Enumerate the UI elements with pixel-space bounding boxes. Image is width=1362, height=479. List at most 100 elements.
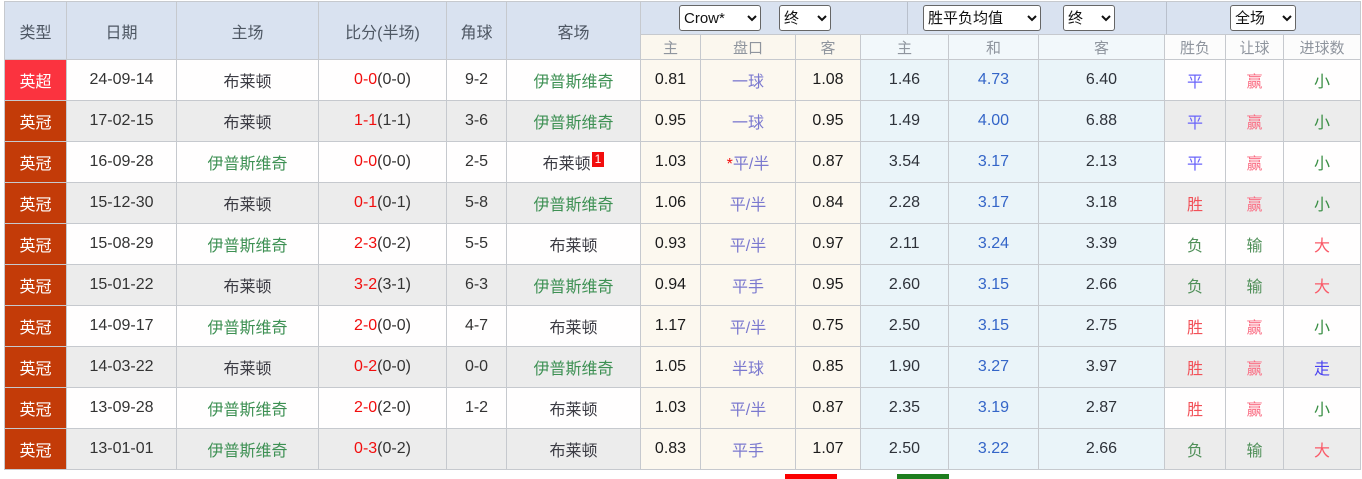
col-header-away: 客场 bbox=[506, 1, 641, 60]
table-row: 英冠 14-09-17 伊普斯维奇 2-0(0-0) 4-7 布莱顿 1.17 … bbox=[4, 305, 1362, 347]
cell-odds-away: 0.85 bbox=[795, 346, 861, 388]
cell-corner: 0-0 bbox=[446, 346, 507, 388]
match-scope-select[interactable]: 全场 bbox=[1230, 5, 1296, 31]
cell-away-team: 伊普斯维奇 bbox=[506, 59, 641, 101]
cell-home-team: 伊普斯维奇 bbox=[176, 428, 319, 470]
cell-avg-home: 2.50 bbox=[860, 428, 949, 470]
cell-away-team: 布莱顿 bbox=[506, 387, 641, 429]
cell-odds-away: 0.95 bbox=[795, 100, 861, 142]
cell-handicap-result: 赢 bbox=[1225, 59, 1284, 101]
header-divider bbox=[1166, 2, 1167, 34]
cell-handicap-result: 赢 bbox=[1225, 182, 1284, 224]
cell-corner: 3-6 bbox=[446, 100, 507, 142]
cell-goals: 小 bbox=[1282, 141, 1362, 183]
cell-date: 16-09-28 bbox=[66, 141, 177, 183]
cell-odds-away: 0.84 bbox=[795, 182, 861, 224]
cell-avg-away: 6.88 bbox=[1038, 100, 1165, 142]
cell-avg-home: 3.54 bbox=[860, 141, 949, 183]
cell-date: 13-01-01 bbox=[66, 428, 177, 470]
cell-handicap-result: 赢 bbox=[1225, 141, 1284, 183]
cell-avg-draw: 3.24 bbox=[948, 223, 1039, 265]
cell-result: 平 bbox=[1164, 141, 1226, 183]
cell-result: 胜 bbox=[1164, 387, 1226, 429]
cell-avg-away: 6.40 bbox=[1038, 59, 1165, 101]
cell-handicap: 平/半 bbox=[700, 223, 796, 265]
cell-result: 胜 bbox=[1164, 346, 1226, 388]
count-badge: 1 bbox=[591, 151, 605, 167]
cell-handicap: 平/半 bbox=[700, 182, 796, 224]
cell-date: 15-12-30 bbox=[66, 182, 177, 224]
cell-away-team: 伊普斯维奇 bbox=[506, 346, 641, 388]
cell-handicap: 平手 bbox=[700, 264, 796, 306]
cell-avg-draw: 3.17 bbox=[948, 141, 1039, 183]
cell-corner: 5-5 bbox=[446, 223, 507, 265]
cell-away-team: 伊普斯维奇 bbox=[506, 100, 641, 142]
cell-score: 2-0(2-0) bbox=[318, 387, 447, 429]
cell-avg-away: 3.39 bbox=[1038, 223, 1165, 265]
cell-date: 24-09-14 bbox=[66, 59, 177, 101]
cell-avg-home: 2.28 bbox=[860, 182, 949, 224]
cell-score: 0-3(0-2) bbox=[318, 428, 447, 470]
cell-odds-home: 0.93 bbox=[640, 223, 701, 265]
cell-corner: 2-5 bbox=[446, 141, 507, 183]
cell-handicap: 平/半 bbox=[700, 387, 796, 429]
cell-goals: 小 bbox=[1282, 387, 1362, 429]
cell-goals: 走 bbox=[1282, 346, 1362, 388]
cell-odds-away: 0.75 bbox=[795, 305, 861, 347]
cell-avg-away: 2.87 bbox=[1038, 387, 1165, 429]
subcol-avg-draw: 和 bbox=[948, 34, 1039, 60]
cell-odds-home: 0.83 bbox=[640, 428, 701, 470]
cell-avg-home: 2.35 bbox=[860, 387, 949, 429]
cell-avg-home: 1.46 bbox=[860, 59, 949, 101]
cell-date: 14-03-22 bbox=[66, 346, 177, 388]
average-time-select[interactable]: 终 bbox=[1063, 5, 1115, 31]
cell-avg-draw: 3.27 bbox=[948, 346, 1039, 388]
col-header-type: 类型 bbox=[4, 1, 67, 60]
table-row: 英冠 13-01-01 伊普斯维奇 0-3(0-2) 布莱顿 0.83 平手 1… bbox=[4, 428, 1362, 470]
subcol-odds-home: 主 bbox=[640, 34, 701, 60]
table-row: 英冠 14-03-22 布莱顿 0-2(0-0) 0-0 伊普斯维奇 1.05 … bbox=[4, 346, 1362, 388]
cell-home-team: 布莱顿 bbox=[176, 264, 319, 306]
table-row: 英冠 15-01-22 布莱顿 3-2(3-1) 6-3 伊普斯维奇 0.94 … bbox=[4, 264, 1362, 306]
odds-company-select[interactable]: Crow* bbox=[679, 5, 761, 31]
cell-avg-home: 1.49 bbox=[860, 100, 949, 142]
cell-league-badge: 英冠 bbox=[4, 100, 67, 142]
cell-score: 3-2(3-1) bbox=[318, 264, 447, 306]
cell-home-team: 布莱顿 bbox=[176, 346, 319, 388]
cell-home-team: 布莱顿 bbox=[176, 59, 319, 101]
average-type-select[interactable]: 胜平负均值 bbox=[923, 5, 1041, 31]
cell-avg-away: 2.66 bbox=[1038, 264, 1165, 306]
cell-league-badge: 英冠 bbox=[4, 182, 67, 224]
cell-avg-draw: 3.22 bbox=[948, 428, 1039, 470]
subcol-result: 胜负 bbox=[1164, 34, 1226, 60]
cell-handicap-result: 输 bbox=[1225, 264, 1284, 306]
cell-score: 2-3(0-2) bbox=[318, 223, 447, 265]
cell-avg-draw: 3.19 bbox=[948, 387, 1039, 429]
cell-handicap-result: 赢 bbox=[1225, 346, 1284, 388]
legend-bar-red bbox=[785, 474, 837, 479]
table-row: 英冠 17-02-15 布莱顿 1-1(1-1) 3-6 伊普斯维奇 0.95 … bbox=[4, 100, 1362, 142]
cell-result: 负 bbox=[1164, 264, 1226, 306]
cell-handicap: 一球 bbox=[700, 100, 796, 142]
cell-avg-home: 2.60 bbox=[860, 264, 949, 306]
cell-league-badge: 英冠 bbox=[4, 346, 67, 388]
cell-handicap-result: 输 bbox=[1225, 223, 1284, 265]
cell-goals: 大 bbox=[1282, 428, 1362, 470]
cell-handicap: *平/半 bbox=[700, 141, 796, 183]
cell-home-team: 伊普斯维奇 bbox=[176, 141, 319, 183]
cell-result: 平 bbox=[1164, 100, 1226, 142]
odds-time-select[interactable]: 终 bbox=[779, 5, 831, 31]
subcol-avg-home: 主 bbox=[860, 34, 949, 60]
cell-league-badge: 英冠 bbox=[4, 141, 67, 183]
cell-goals: 小 bbox=[1282, 100, 1362, 142]
col-header-date: 日期 bbox=[66, 1, 177, 60]
cell-avg-home: 2.11 bbox=[860, 223, 949, 265]
cell-home-team: 伊普斯维奇 bbox=[176, 305, 319, 347]
cell-avg-away: 3.97 bbox=[1038, 346, 1165, 388]
subcol-handicap: 盘口 bbox=[700, 34, 796, 60]
cell-result: 胜 bbox=[1164, 182, 1226, 224]
cell-league-badge: 英冠 bbox=[4, 387, 67, 429]
cell-league-badge: 英冠 bbox=[4, 305, 67, 347]
cell-score: 1-1(1-1) bbox=[318, 100, 447, 142]
cell-handicap-result: 输 bbox=[1225, 428, 1284, 470]
